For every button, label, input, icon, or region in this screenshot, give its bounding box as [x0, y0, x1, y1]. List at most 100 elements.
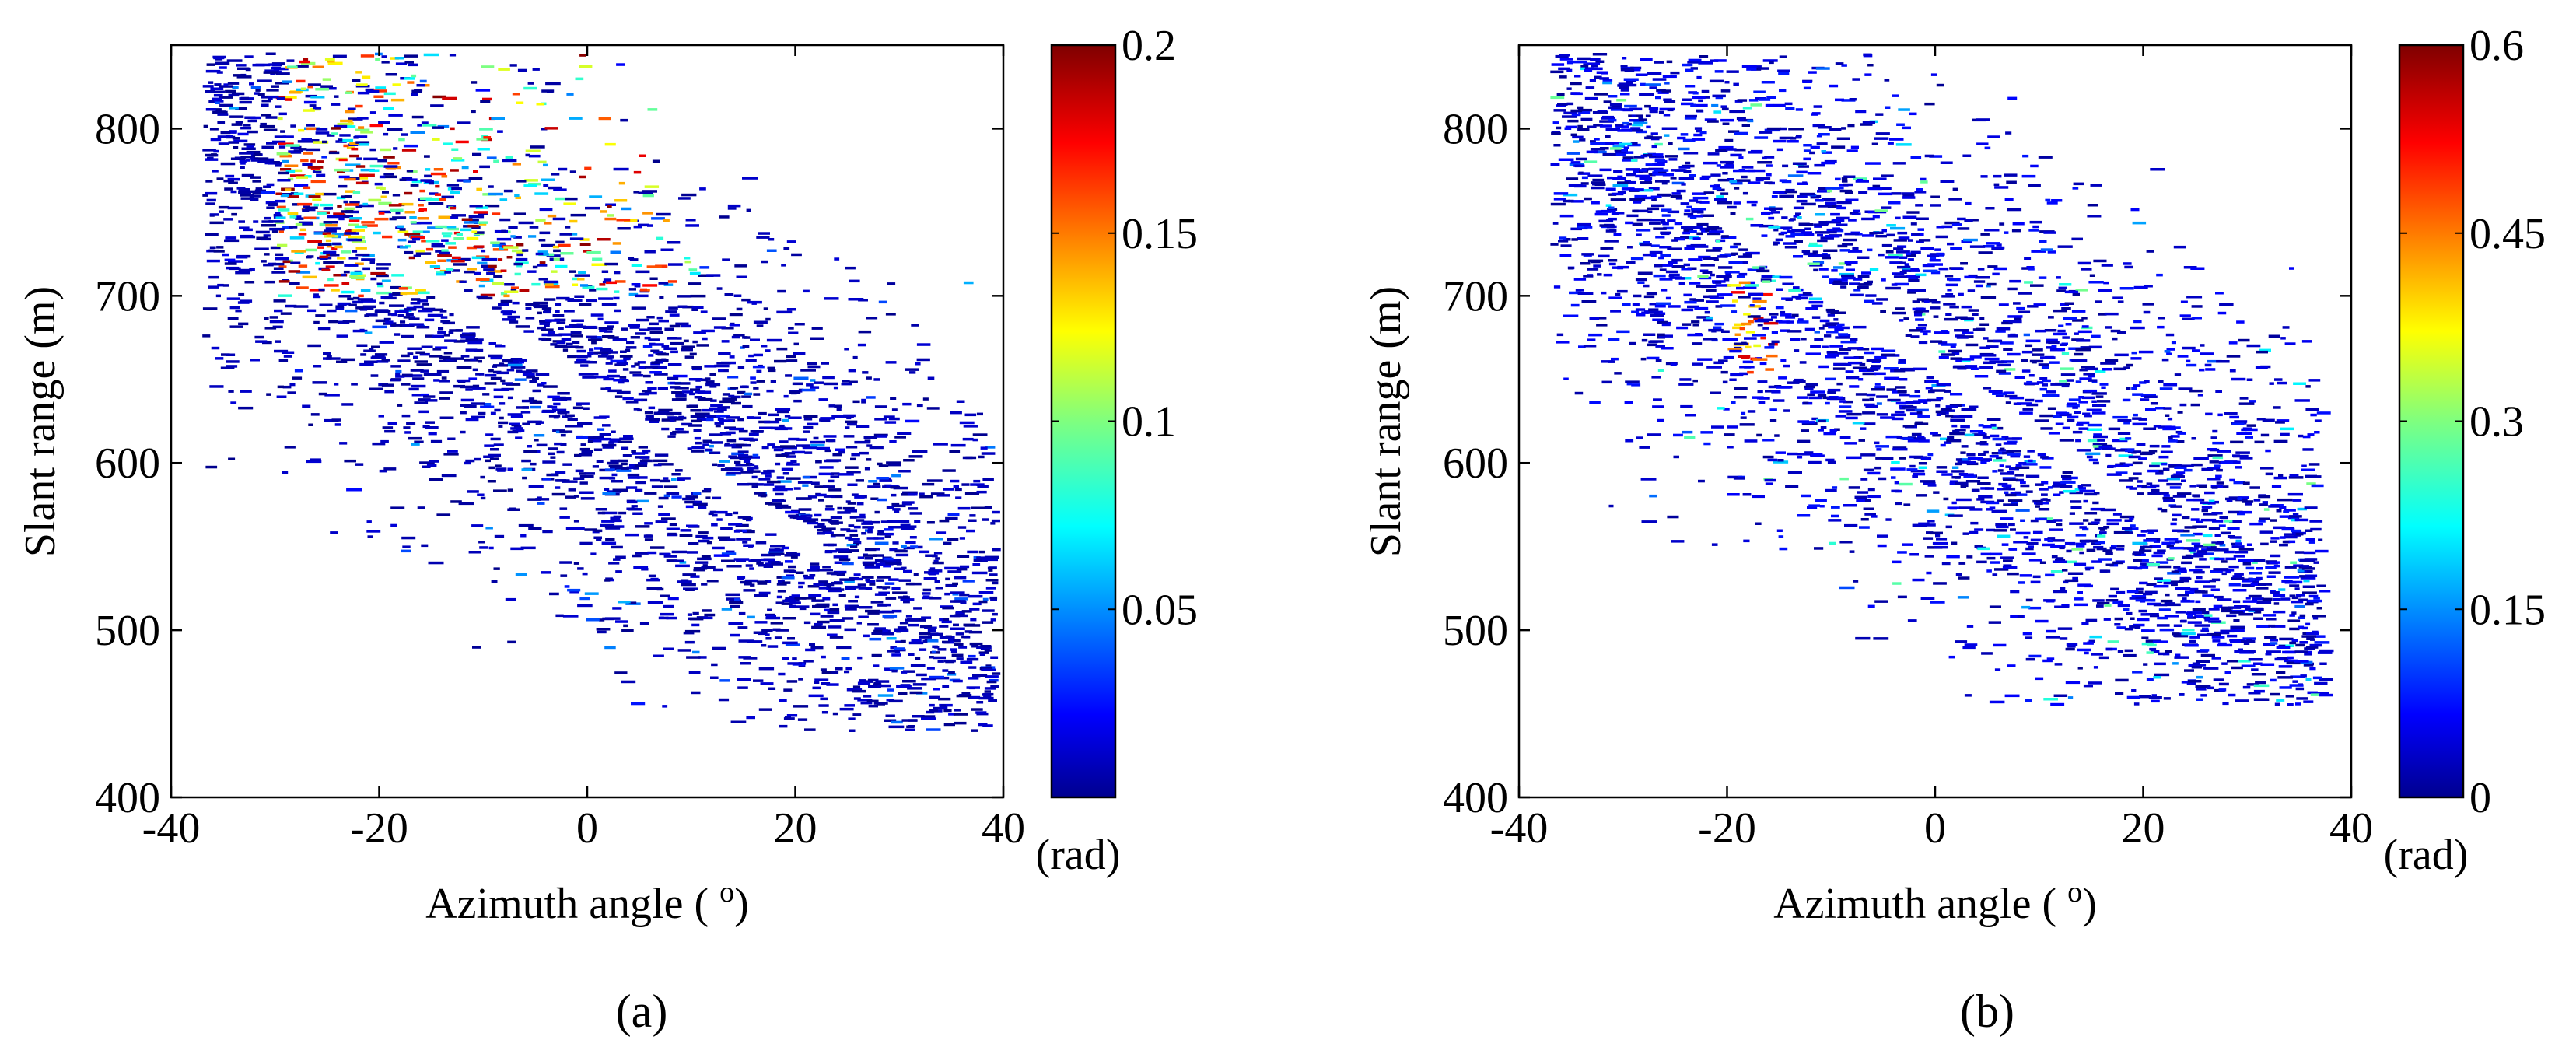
scatter-mark — [1778, 72, 1790, 75]
scatter-mark — [698, 531, 709, 534]
scatter-mark — [1625, 439, 1634, 443]
scatter-mark — [1978, 251, 1993, 254]
scatter-mark — [390, 208, 404, 212]
scatter-mark — [425, 168, 431, 171]
scatter-mark — [407, 81, 415, 84]
scatter-mark — [661, 345, 670, 348]
scatter-mark — [1729, 110, 1745, 114]
scatter-mark — [2294, 399, 2310, 402]
scatter-mark — [957, 526, 967, 529]
scatter-mark — [263, 234, 271, 237]
scatter-mark — [263, 263, 274, 267]
scatter-mark — [912, 683, 927, 686]
scatter-mark — [1699, 228, 1707, 231]
scatter-mark — [2303, 664, 2314, 667]
scatter-mark — [1755, 522, 1762, 525]
scatter-mark — [943, 618, 950, 621]
scatter-mark — [313, 107, 322, 110]
scatter-mark — [982, 478, 994, 481]
scatter-mark — [667, 363, 682, 366]
scatter-mark — [2173, 566, 2181, 569]
scatter-mark — [676, 430, 689, 434]
scatter-mark — [874, 559, 887, 562]
scatter-mark — [716, 362, 731, 365]
scatter-mark — [1999, 222, 2005, 226]
scatter-mark — [528, 397, 535, 401]
scatter-mark — [702, 566, 716, 569]
scatter-mark — [818, 472, 834, 476]
scatter-mark — [217, 121, 226, 124]
scatter-mark — [623, 435, 633, 438]
scatter-mark — [1736, 179, 1751, 182]
scatter-mark — [255, 89, 261, 92]
scatter-mark — [1715, 96, 1724, 100]
scatter-mark — [226, 353, 236, 356]
scatter-mark — [217, 113, 229, 116]
scatter-mark — [1966, 453, 1976, 457]
scatter-mark — [1562, 115, 1577, 118]
scatter-mark — [927, 639, 939, 643]
scatter-mark — [867, 485, 881, 488]
scatter-mark — [522, 249, 529, 252]
scatter-mark — [822, 531, 834, 534]
scatter-mark — [1744, 439, 1758, 443]
scatter-mark — [782, 418, 789, 422]
scatter-mark — [854, 595, 860, 599]
scatter-mark — [687, 613, 692, 616]
scatter-mark — [604, 488, 610, 491]
scatter-mark — [355, 262, 364, 265]
scatter-mark — [1930, 257, 1937, 260]
scatter-mark — [660, 479, 671, 483]
scatter-mark — [2189, 485, 2197, 488]
scatter-mark — [848, 369, 856, 373]
scatter-mark — [1758, 67, 1769, 70]
scatter-mark — [1941, 330, 1948, 333]
scatter-mark — [1662, 173, 1674, 177]
scatter-mark — [683, 631, 695, 635]
scatter-mark — [970, 483, 985, 486]
scatter-mark — [891, 653, 901, 657]
scatter-mark — [629, 326, 640, 329]
scatter-mark — [2025, 636, 2033, 639]
scatter-mark — [379, 469, 387, 473]
scatter-mark — [522, 422, 530, 425]
scatter-mark — [219, 96, 233, 99]
scatter-mark — [402, 545, 411, 548]
scatter-mark — [375, 309, 389, 312]
scatter-mark — [753, 393, 761, 396]
scatter-mark — [354, 270, 362, 274]
scatter-mark — [803, 425, 814, 429]
scatter-mark — [2249, 572, 2263, 575]
scatter-mark — [582, 285, 595, 289]
scatter-mark — [591, 263, 607, 266]
scatter-mark — [1798, 165, 1809, 168]
scatter-mark — [783, 247, 790, 250]
scatter-mark — [644, 522, 653, 525]
scatter-mark — [1817, 190, 1830, 193]
scatter-mark — [432, 126, 444, 129]
scatter-mark — [901, 527, 915, 530]
scatter-mark — [701, 329, 715, 333]
scatter-mark — [439, 355, 451, 359]
scatter-mark — [2227, 660, 2238, 663]
scatter-mark — [392, 194, 401, 197]
scatter-mark — [341, 273, 346, 277]
scatter-mark — [733, 558, 750, 561]
scatter-mark — [876, 477, 889, 480]
scatter-mark — [2294, 587, 2300, 590]
scatter-mark — [271, 230, 278, 233]
scatter-mark — [547, 395, 560, 399]
scatter-mark — [2112, 601, 2123, 604]
scatter-mark — [611, 545, 623, 549]
scatter-mark — [658, 319, 669, 323]
scatter-mark — [808, 594, 822, 597]
scatter-mark — [641, 398, 648, 402]
scatter-mark — [2150, 168, 2165, 171]
scatter-mark — [729, 427, 744, 431]
scatter-mark — [958, 646, 968, 649]
scatter-mark — [925, 554, 936, 557]
scatter-mark — [960, 601, 967, 604]
scatter-mark — [905, 728, 915, 731]
scatter-mark — [437, 254, 452, 257]
scatter-mark — [824, 550, 833, 554]
